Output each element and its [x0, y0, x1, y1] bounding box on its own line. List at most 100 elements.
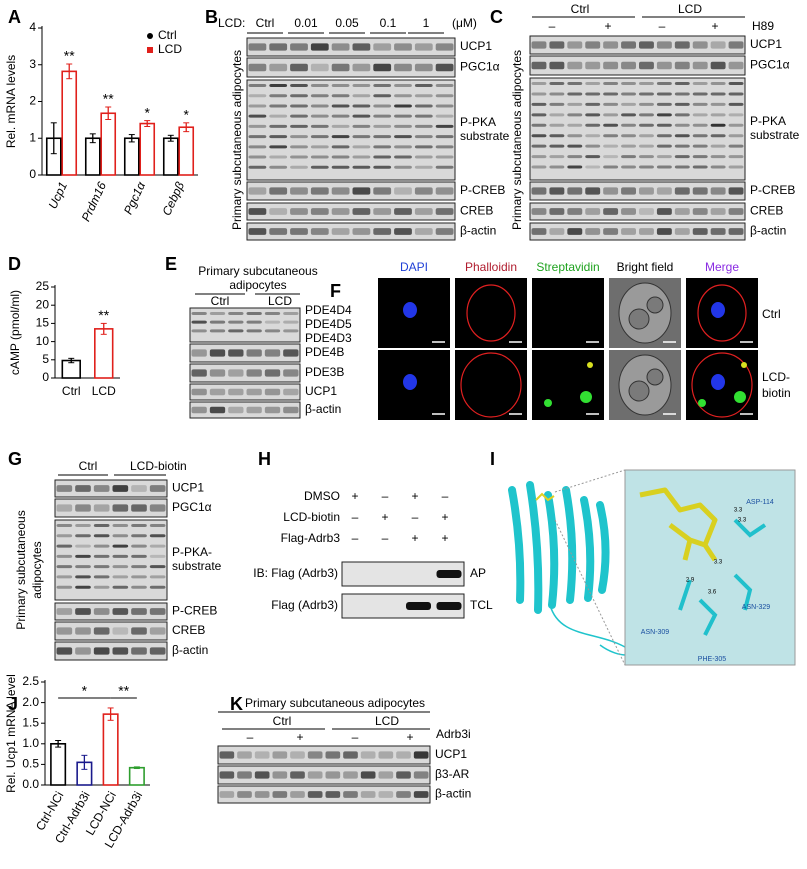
- panel-letter: B: [205, 7, 218, 27]
- blot-label: UCP1: [460, 39, 492, 53]
- blot-band: [237, 751, 252, 759]
- blot-band: [549, 41, 565, 49]
- blot-band: [112, 575, 129, 579]
- label: 3.3: [714, 560, 723, 566]
- blot-label: UCP1: [750, 37, 782, 51]
- blot-band: [56, 485, 73, 492]
- blot-label: P-PKA: [750, 114, 786, 128]
- blot-band: [131, 485, 147, 492]
- blot-band: [264, 406, 281, 414]
- blot-band: [209, 349, 226, 357]
- side-label: Primary subcutaneous: [14, 510, 28, 629]
- blot-band: [290, 208, 308, 215]
- blot-label: PDE4D3: [305, 331, 352, 345]
- row-label: LCD-: [762, 370, 790, 384]
- blot-band: [531, 41, 547, 49]
- blot-band: [131, 585, 147, 589]
- blot-label: substrate: [750, 128, 800, 142]
- blot-band: [373, 187, 392, 195]
- label: 0.01: [294, 16, 318, 30]
- droplet: [646, 296, 664, 314]
- blot: [529, 181, 746, 201]
- blot-band: [331, 228, 350, 235]
- signal: [698, 399, 706, 407]
- label: Ctrl: [211, 294, 230, 308]
- blot-band: [373, 94, 392, 98]
- significance: **: [64, 48, 75, 64]
- blot-band: [269, 43, 288, 51]
- blot-band: [621, 208, 636, 215]
- y-tick-label: 2.0: [22, 695, 39, 709]
- y-tick-label: 2.5: [22, 674, 39, 688]
- blot-band: [621, 102, 636, 106]
- blot-band: [436, 602, 462, 610]
- label: +: [411, 531, 418, 545]
- blot-band: [112, 554, 129, 558]
- bar: [139, 122, 156, 176]
- blot-band: [191, 349, 207, 357]
- blot: [189, 401, 301, 419]
- blot-band: [728, 92, 744, 96]
- blot-band: [656, 92, 672, 96]
- blot-band: [352, 165, 371, 169]
- label: +: [381, 510, 388, 524]
- blot: [54, 641, 168, 661]
- blot-band: [728, 61, 744, 70]
- blot-band: [112, 627, 129, 635]
- blot-band: [131, 647, 147, 655]
- label: –: [382, 489, 389, 503]
- blot-band: [728, 82, 744, 85]
- bar: [128, 766, 145, 786]
- blot-band: [567, 61, 583, 70]
- y-tick-label: 0: [42, 370, 49, 384]
- label: +: [604, 19, 611, 33]
- blot-band: [710, 155, 726, 159]
- label: 1: [423, 16, 430, 30]
- blot-band: [246, 329, 262, 333]
- blot-band: [414, 43, 433, 51]
- blot-band: [373, 228, 392, 235]
- blot-band: [674, 208, 690, 215]
- blot-band: [331, 187, 350, 195]
- blot-band: [435, 187, 454, 195]
- blot: [189, 363, 301, 383]
- blot-band: [585, 165, 601, 169]
- blot-band: [331, 155, 350, 159]
- side-label: Primary subcutaneous adipocytes: [230, 50, 244, 230]
- blot-label: β-actin: [460, 224, 496, 238]
- blot-band: [378, 791, 394, 798]
- label: +: [406, 730, 413, 744]
- blot-band: [394, 135, 412, 139]
- blot-band: [343, 771, 358, 779]
- micrograph: [532, 278, 604, 348]
- blot-band: [310, 145, 329, 149]
- blot-band: [373, 165, 392, 169]
- blot: [246, 37, 456, 57]
- blot-band: [435, 124, 454, 128]
- y-tick-label: 10: [36, 334, 50, 348]
- label: –: [247, 730, 254, 744]
- label: 3.6: [708, 590, 717, 596]
- blot-band: [603, 187, 619, 195]
- blot-band: [191, 312, 207, 315]
- blot-band: [352, 124, 371, 128]
- blot-band: [264, 388, 281, 396]
- blot-band: [373, 135, 392, 139]
- blot-band: [710, 208, 726, 215]
- blot-band: [228, 349, 244, 357]
- blot-band: [435, 155, 454, 159]
- panel-letter: I: [490, 449, 495, 469]
- label: +: [441, 510, 448, 524]
- blot-band: [331, 43, 350, 51]
- signal: [734, 391, 746, 403]
- blot-band: [567, 228, 583, 235]
- blot-band: [310, 84, 329, 87]
- label: ASP-114: [746, 499, 774, 506]
- x-tick-label: Ctrl: [62, 384, 81, 398]
- blot-band: [149, 608, 166, 615]
- blot-band: [310, 208, 329, 215]
- blot-band: [290, 791, 305, 798]
- blot-band: [396, 751, 411, 759]
- blot-band: [246, 312, 262, 315]
- blot-band: [112, 544, 129, 548]
